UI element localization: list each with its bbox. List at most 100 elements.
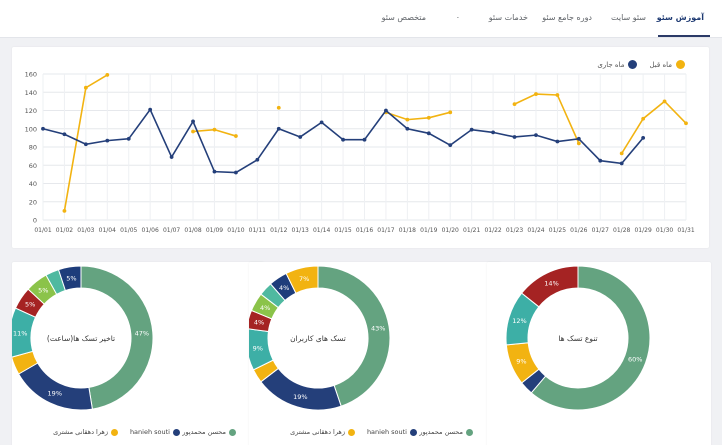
data-point[interactable] bbox=[512, 135, 517, 139]
data-point[interactable] bbox=[641, 135, 646, 140]
data-point[interactable] bbox=[555, 139, 560, 144]
data-point[interactable] bbox=[255, 157, 260, 162]
data-point[interactable] bbox=[405, 126, 410, 131]
donut-slice[interactable] bbox=[80, 265, 154, 410]
line-chart: 0 20 40 60 80 100 120 140 160 01/01 01/02 01/03 01/0… bbox=[25, 71, 695, 235]
donut-slice[interactable] bbox=[317, 265, 391, 407]
data-point[interactable] bbox=[298, 135, 303, 139]
y-tick-label: 140 bbox=[25, 89, 37, 97]
data-point[interactable] bbox=[384, 108, 388, 113]
donut-card-task-variety: 60% 9% 12% 14% تنوع تسک ها bbox=[487, 262, 711, 445]
x-tick-label: 01/10 bbox=[227, 227, 244, 234]
slice-label: 9% bbox=[516, 357, 526, 365]
data-point[interactable] bbox=[448, 143, 453, 148]
slice-label: 19% bbox=[48, 390, 62, 398]
data-point[interactable] bbox=[576, 141, 581, 146]
data-point[interactable] bbox=[212, 127, 217, 132]
x-tick-label: 01/26 bbox=[570, 227, 587, 234]
donut-title: تسک های کاربران bbox=[290, 334, 346, 343]
data-point[interactable] bbox=[191, 129, 195, 134]
data-point[interactable] bbox=[684, 121, 688, 126]
y-tick-label: 120 bbox=[25, 107, 37, 115]
y-tick-label: 40 bbox=[29, 180, 37, 188]
data-point[interactable] bbox=[619, 161, 624, 166]
x-tick-label: 01/28 bbox=[613, 227, 630, 234]
data-point[interactable] bbox=[641, 116, 646, 121]
tab-seo-course[interactable]: دوره جامع سئو bbox=[542, 13, 592, 22]
data-point[interactable] bbox=[512, 102, 517, 107]
data-point[interactable] bbox=[83, 85, 88, 90]
data-point[interactable] bbox=[534, 133, 538, 138]
tab-empty[interactable]: ٠ bbox=[455, 13, 460, 22]
data-point[interactable] bbox=[662, 99, 667, 104]
legend-item-mohsen-left[interactable]: محسن محمدپور bbox=[182, 428, 236, 436]
data-point[interactable] bbox=[448, 110, 453, 115]
tab-seo-specialist[interactable]: متخصص سئو bbox=[381, 13, 426, 22]
tab-seo-training[interactable]: آموزش سئو bbox=[656, 13, 704, 22]
data-point[interactable] bbox=[598, 158, 603, 163]
slice-label: 5% bbox=[25, 301, 35, 309]
tab-seo-services[interactable]: خدمات سئو bbox=[488, 13, 528, 22]
legend-dot-mohsen bbox=[466, 428, 473, 436]
data-point[interactable] bbox=[105, 73, 110, 77]
donut-slice[interactable] bbox=[17, 362, 93, 411]
line-chart-card: ماه قبل ماه جاری 0 20 40 60 80 100 120 140 160 01… bbox=[12, 47, 709, 248]
donut-slice[interactable] bbox=[260, 367, 342, 411]
data-point[interactable] bbox=[234, 170, 238, 175]
legend-dot-hanieh bbox=[410, 428, 417, 436]
legend-item-hanieh[interactable]: hanieh souti bbox=[367, 428, 417, 436]
y-tick-label: 160 bbox=[25, 71, 37, 79]
legend-item-hanieh-left[interactable]: hanieh souti bbox=[130, 428, 180, 436]
legend-item-zahra-left[interactable]: زهرا دهقانی مشتری bbox=[53, 428, 118, 436]
data-point[interactable] bbox=[126, 136, 131, 141]
data-point[interactable] bbox=[83, 142, 88, 147]
data-point[interactable] bbox=[491, 130, 495, 135]
data-point[interactable] bbox=[105, 138, 110, 143]
x-tick-label: 01/22 bbox=[484, 227, 501, 234]
donut-card-user-tasks: 43% 19% 9% 4% 4% 4% 7% تسک های کاربران محسن محم… bbox=[249, 262, 501, 445]
data-point[interactable] bbox=[405, 117, 410, 122]
donut-slice[interactable] bbox=[530, 265, 651, 411]
data-point[interactable] bbox=[534, 92, 538, 96]
data-point[interactable] bbox=[426, 131, 431, 136]
legend-dot-hanieh-left bbox=[173, 428, 180, 436]
data-point[interactable] bbox=[276, 105, 281, 110]
data-point[interactable] bbox=[555, 93, 560, 97]
x-tick-label: 01/29 bbox=[634, 227, 651, 234]
data-point[interactable] bbox=[576, 136, 581, 141]
chart-legend: ماه قبل ماه جاری bbox=[597, 60, 685, 69]
slice-label: 9% bbox=[253, 344, 263, 352]
x-tick-label: 01/15 bbox=[334, 227, 351, 234]
x-tick-label: 01/11 bbox=[249, 227, 266, 234]
donut-slice[interactable] bbox=[57, 265, 82, 292]
data-point[interactable] bbox=[234, 134, 238, 138]
data-point[interactable] bbox=[62, 132, 67, 137]
data-point[interactable] bbox=[341, 137, 345, 142]
data-point[interactable] bbox=[362, 137, 367, 142]
x-tick-label: 01/07 bbox=[163, 227, 180, 234]
data-point[interactable] bbox=[41, 126, 45, 131]
tab-site-seo[interactable]: سئو سایت bbox=[610, 13, 646, 22]
x-tick-label: 01/25 bbox=[549, 227, 566, 234]
data-point[interactable] bbox=[212, 169, 217, 174]
legend-current-label[interactable]: ماه جاری bbox=[597, 60, 625, 69]
x-tick-label: 01/01 bbox=[34, 227, 51, 234]
data-point[interactable] bbox=[62, 208, 67, 213]
donut-slice[interactable] bbox=[521, 265, 579, 308]
donut-slice[interactable] bbox=[285, 265, 319, 294]
slice-label: 60% bbox=[628, 356, 642, 364]
data-point[interactable] bbox=[619, 151, 624, 156]
y-tick-label: 100 bbox=[25, 125, 37, 133]
data-point[interactable] bbox=[148, 107, 153, 112]
data-point[interactable] bbox=[426, 115, 431, 120]
data-point[interactable] bbox=[319, 120, 324, 125]
legend-item-zahra[interactable]: زهرا دهقانی مشتری bbox=[290, 428, 355, 436]
x-tick-label: 01/21 bbox=[463, 227, 480, 234]
legend-previous-label[interactable]: ماه قبل bbox=[649, 60, 672, 69]
data-point[interactable] bbox=[276, 126, 281, 131]
data-point[interactable] bbox=[191, 119, 195, 124]
slice-label: 4% bbox=[279, 284, 289, 292]
data-point[interactable] bbox=[469, 127, 474, 132]
legend-item-mohsen[interactable]: محسن محمدپور bbox=[419, 428, 473, 436]
data-point[interactable] bbox=[169, 155, 174, 159]
